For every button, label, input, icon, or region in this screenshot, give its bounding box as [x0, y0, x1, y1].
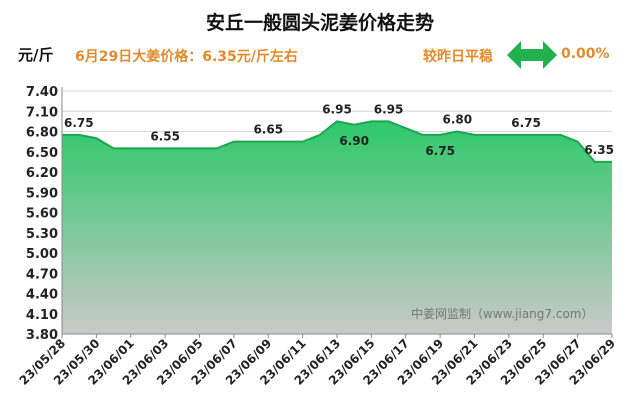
double-arrow-icon	[507, 41, 557, 69]
chart-title: 安丘一般圆头泥姜价格走势	[205, 12, 434, 34]
y-tick-label: 4.40	[26, 288, 58, 303]
price-line	[62, 120, 612, 163]
data-label: 6.80	[443, 113, 473, 127]
y-tick-label: 7.40	[26, 85, 58, 100]
y-tick-label: 5.90	[26, 186, 58, 201]
y-tick-label: 4.70	[26, 267, 58, 282]
data-label: 6.75	[64, 116, 94, 130]
y-tick-label: 7.10	[26, 105, 58, 120]
data-label: 6.75	[511, 116, 541, 130]
data-label: 6.95	[322, 102, 352, 116]
compare-label: 较昨日平稳	[423, 49, 493, 65]
data-label: 6.95	[374, 102, 404, 116]
data-label: 6.75	[425, 144, 455, 158]
data-label: 6.90	[339, 134, 369, 148]
change-percent: 0.00%	[561, 46, 610, 62]
y-tick-label: 3.80	[26, 328, 58, 343]
data-label: 6.55	[150, 129, 180, 143]
y-tick-label: 5.00	[26, 247, 58, 262]
y-tick-label: 5.30	[26, 227, 58, 242]
price-area	[62, 121, 612, 334]
data-label: 6.35	[584, 143, 614, 157]
unit-label: 元/斤	[18, 46, 54, 64]
y-tick-label: 5.60	[26, 207, 58, 222]
y-tick-label: 6.50	[26, 146, 58, 161]
watermark: 中姜网监制（www.jiang7.com）	[411, 306, 593, 321]
y-tick-label: 6.20	[26, 166, 58, 181]
double-arrow-shape	[507, 41, 557, 69]
y-tick-label: 4.10	[26, 308, 58, 323]
data-label: 6.65	[253, 123, 283, 137]
today-price-text: 6月29日大姜价格：6.35元/斤左右	[75, 49, 298, 65]
y-tick-label: 6.80	[26, 126, 58, 141]
